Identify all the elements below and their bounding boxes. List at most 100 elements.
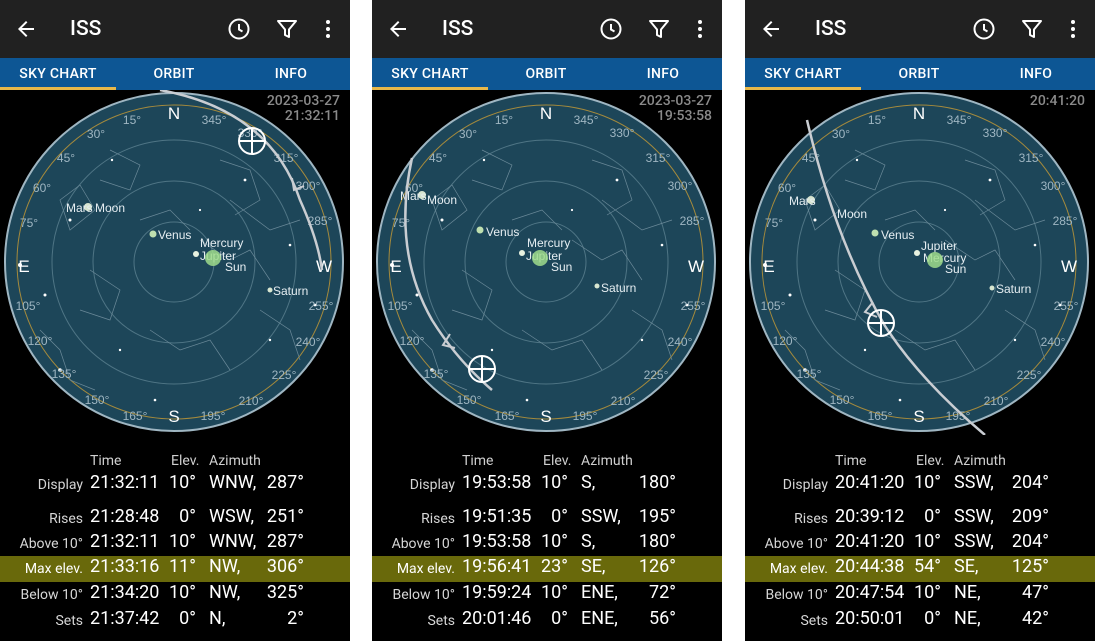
svg-text:240°: 240° (296, 335, 321, 349)
label-moon: Moon (95, 201, 125, 215)
label-mars: Mars (400, 189, 427, 203)
tab-sky-chart[interactable]: SKY CHART (372, 58, 488, 90)
label-venus: Venus (881, 228, 914, 242)
svg-text:15°: 15° (495, 113, 513, 127)
clock-icon[interactable] (599, 17, 623, 41)
clock-icon[interactable] (972, 17, 996, 41)
svg-text:120°: 120° (400, 334, 425, 348)
app-bar: ISS (372, 0, 722, 58)
label-saturn: Saturn (996, 282, 1031, 296)
svg-text:315°: 315° (646, 151, 671, 165)
compass-e: E (763, 257, 774, 276)
label-mercury: Mercury (200, 236, 243, 250)
svg-text:300°: 300° (1041, 179, 1066, 193)
iss-marker (868, 310, 894, 336)
row-display: Display 21:32:11 10° WNW, 287° (0, 472, 350, 498)
svg-text:135°: 135° (797, 367, 822, 381)
svg-text:300°: 300° (296, 179, 321, 193)
compass-s: S (913, 407, 924, 426)
svg-text:210°: 210° (984, 394, 1009, 408)
row-rises: Rises 20:39:12 0° SSW, 209° (745, 506, 1095, 532)
sky-chart[interactable]: N E S W 15°30°45° 60°75°105° 120°135°150… (745, 90, 1095, 435)
label-mars: Mars (789, 194, 816, 208)
screen-2: ISS SKY CHART ORBIT INFO N E S (372, 0, 722, 641)
filter-icon[interactable] (1020, 17, 1044, 41)
compass-w: W (1061, 257, 1077, 276)
header-elev: Elev. (171, 453, 199, 469)
tab-sky-chart[interactable]: SKY CHART (745, 58, 861, 90)
header-azimuth: Azimuth (954, 453, 1006, 469)
more-vert-icon[interactable] (316, 17, 340, 41)
svg-text:195°: 195° (573, 409, 598, 423)
tab-bar: SKY CHART ORBIT INFO (745, 58, 1095, 90)
row-below-10: Below 10° 20:47:54 10° NE, 47° (745, 582, 1095, 608)
row-rises: Rises 21:28:48 0° WSW, 251° (0, 506, 350, 532)
screen-3: ISS SKY CHART ORBIT INFO N E S (745, 0, 1095, 641)
tab-info[interactable]: INFO (232, 58, 350, 90)
row-below-10: Below 10° 19:59:24 10° ENE, 72° (372, 582, 722, 608)
header-elev: Elev. (916, 453, 944, 469)
back-arrow-icon[interactable] (14, 17, 38, 41)
header-azimuth: Azimuth (209, 453, 261, 469)
svg-text:315°: 315° (274, 151, 299, 165)
svg-text:255°: 255° (309, 299, 334, 313)
header-time: Time (462, 453, 493, 469)
svg-text:285°: 285° (680, 214, 705, 228)
back-arrow-icon[interactable] (759, 17, 783, 41)
svg-text:165°: 165° (868, 409, 893, 423)
svg-text:165°: 165° (123, 409, 148, 423)
svg-text:150°: 150° (85, 393, 110, 407)
svg-text:150°: 150° (457, 393, 482, 407)
compass-w: W (316, 257, 332, 276)
svg-text:345°: 345° (947, 113, 972, 127)
header-azimuth: Azimuth (581, 453, 633, 469)
svg-text:240°: 240° (668, 335, 693, 349)
timestamp: 20:41:20 (1030, 94, 1085, 109)
compass-e: E (18, 257, 29, 276)
svg-text:240°: 240° (1041, 335, 1066, 349)
more-vert-icon[interactable] (688, 17, 712, 41)
timestamp: 2023-03-27 19:53:58 (639, 94, 712, 124)
svg-text:285°: 285° (1053, 214, 1078, 228)
compass-n: N (168, 104, 180, 123)
tab-bar: SKY CHART ORBIT INFO (0, 58, 350, 90)
back-arrow-icon[interactable] (386, 17, 410, 41)
svg-text:120°: 120° (28, 334, 53, 348)
svg-text:300°: 300° (668, 179, 693, 193)
compass-s: S (540, 407, 551, 426)
svg-text:75°: 75° (765, 216, 783, 230)
clock-icon[interactable] (227, 17, 251, 41)
svg-text:210°: 210° (239, 394, 264, 408)
label-sun: Sun (225, 260, 246, 274)
svg-text:105°: 105° (761, 299, 786, 313)
more-vert-icon[interactable] (1061, 17, 1085, 41)
tab-orbit[interactable]: ORBIT (116, 58, 232, 90)
tab-orbit[interactable]: ORBIT (861, 58, 977, 90)
svg-text:150°: 150° (830, 393, 855, 407)
page-title: ISS (70, 17, 101, 41)
svg-text:30°: 30° (832, 127, 850, 141)
row-above-10: Above 10° 20:41:20 10° SSW, 204° (745, 531, 1095, 557)
svg-text:210°: 210° (611, 394, 636, 408)
compass-s: S (168, 407, 179, 426)
row-max-elev: Max elev. 20:44:38 54° SE, 125° (745, 556, 1095, 582)
iss-marker (469, 356, 495, 382)
compass-n: N (913, 104, 925, 123)
svg-text:30°: 30° (459, 127, 477, 141)
compass-w: W (688, 257, 704, 276)
tab-orbit[interactable]: ORBIT (488, 58, 604, 90)
header-time: Time (835, 453, 866, 469)
sky-chart[interactable]: N E S W 15°30°45° 60°75°105° 120°135°150… (372, 90, 722, 435)
tab-info[interactable]: INFO (604, 58, 722, 90)
svg-text:225°: 225° (272, 368, 297, 382)
tab-info[interactable]: INFO (977, 58, 1095, 90)
tab-sky-chart[interactable]: SKY CHART (0, 58, 116, 90)
filter-icon[interactable] (647, 17, 671, 41)
row-display: Display 19:53:58 10° S, 180° (372, 472, 722, 498)
compass-n: N (540, 104, 552, 123)
svg-text:45°: 45° (57, 151, 75, 165)
svg-text:60°: 60° (33, 181, 51, 195)
filter-icon[interactable] (275, 17, 299, 41)
svg-text:330°: 330° (983, 126, 1008, 140)
sky-chart[interactable]: N E S W 15°30°45° 60°75°105° 120°135°150… (0, 90, 350, 435)
